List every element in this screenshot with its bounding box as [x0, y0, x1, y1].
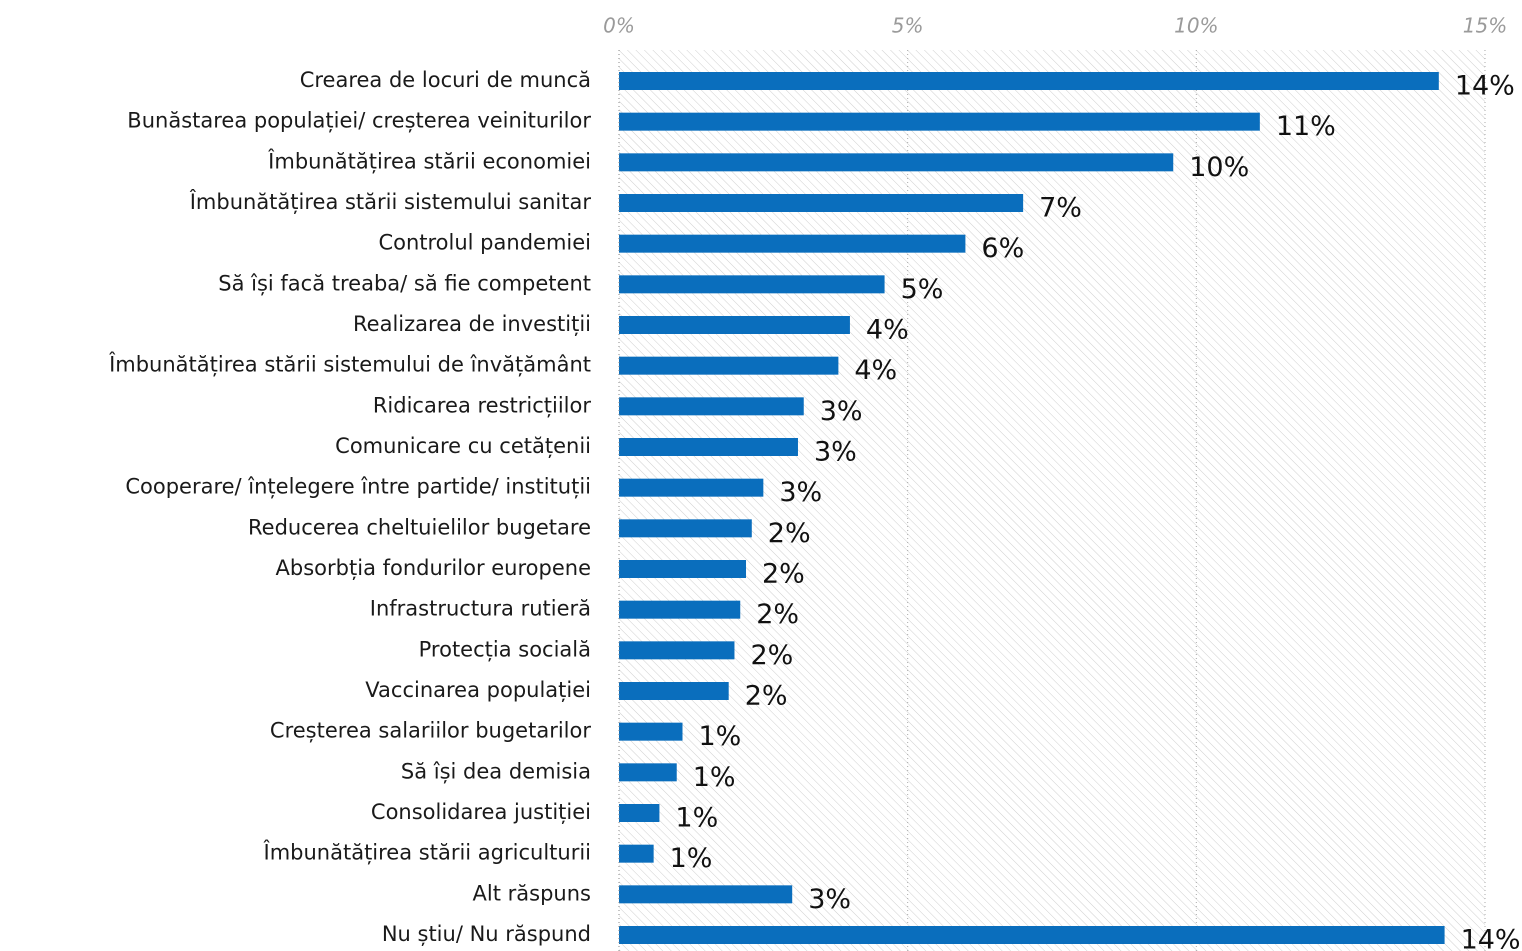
category-label: Vaccinarea populației [365, 678, 591, 702]
value-label: 6% [981, 233, 1024, 264]
bar [619, 641, 735, 660]
value-label: 2% [768, 518, 811, 549]
category-label: Îmbunătățirea stării sistemului sanitar [189, 189, 592, 214]
value-label: 1% [675, 803, 718, 834]
category-label: Îmbunătățirea stării economiei [267, 148, 591, 173]
category-label: Cooperare/ înțelegere între partide/ ins… [125, 475, 591, 499]
value-label: 3% [779, 477, 822, 508]
bar [619, 153, 1174, 172]
x-tick-label: 0% [603, 14, 635, 38]
bar [619, 397, 804, 416]
bar [619, 763, 677, 782]
value-label: 1% [670, 843, 713, 874]
bar [619, 478, 764, 497]
category-label: Nu știu/ Nu răspund [382, 922, 591, 946]
category-label: Să își facă treaba/ să fie competent [218, 271, 591, 295]
bar [619, 600, 741, 619]
value-label: 7% [1039, 193, 1082, 224]
bar [619, 194, 1024, 212]
category-label: Creșterea salariilor bugetarilor [270, 719, 591, 743]
value-label: 3% [820, 396, 863, 427]
category-label: Comunicare cu cetățenii [335, 434, 591, 458]
bar [619, 804, 660, 822]
category-label: Îmbunătățirea stării sistemului de învăț… [108, 352, 591, 377]
bar [619, 356, 839, 375]
bar [619, 72, 1439, 90]
bar [619, 682, 729, 700]
bar [619, 438, 798, 456]
bar [619, 275, 885, 294]
category-label: Consolidarea justiției [371, 800, 591, 824]
bar [619, 722, 683, 741]
value-label: 2% [745, 681, 788, 712]
category-label: Absorbția fondurilor europene [276, 556, 591, 580]
plot-area [619, 50, 1485, 951]
category-label: Crearea de locuri de muncă [300, 68, 591, 92]
category-label: Alt răspuns [473, 881, 591, 905]
bar [619, 560, 747, 578]
x-tick-label: 15% [1463, 14, 1507, 38]
category-label: Protecția socială [419, 637, 591, 661]
value-label: 10% [1189, 152, 1249, 183]
value-label: 14% [1461, 925, 1521, 951]
value-label: 2% [762, 559, 805, 590]
value-label: 1% [699, 721, 742, 752]
value-label: 4% [866, 315, 909, 346]
value-label: 2% [756, 599, 799, 630]
value-label: 3% [808, 884, 851, 915]
x-tick-label: 5% [892, 14, 924, 38]
value-label: 4% [854, 355, 897, 386]
value-label: 5% [901, 274, 944, 305]
value-label: 1% [693, 762, 736, 793]
bar [619, 519, 752, 538]
value-label: 14% [1455, 71, 1515, 102]
bar [619, 112, 1260, 131]
category-label: Bunăstarea populației/ creșterea veinitu… [127, 109, 591, 133]
category-label: Să își dea demisia [401, 759, 591, 783]
bar [619, 316, 850, 334]
value-label: 2% [750, 640, 793, 671]
x-tick-label: 10% [1174, 14, 1218, 38]
category-label: Îmbunătățirea stării agriculturii [263, 840, 592, 865]
bar [619, 844, 654, 863]
category-label: Realizarea de investiții [353, 312, 591, 336]
category-label: Reducerea cheltuielilor bugetare [248, 515, 591, 539]
value-label: 3% [814, 437, 857, 468]
category-label: Infrastructura rutieră [370, 597, 591, 621]
bar [619, 234, 966, 253]
category-label: Controlul pandemiei [378, 231, 591, 255]
bar [619, 926, 1445, 944]
value-label: 11% [1276, 111, 1336, 142]
category-label: Ridicarea restricțiilor [373, 393, 592, 417]
bar [619, 885, 793, 904]
